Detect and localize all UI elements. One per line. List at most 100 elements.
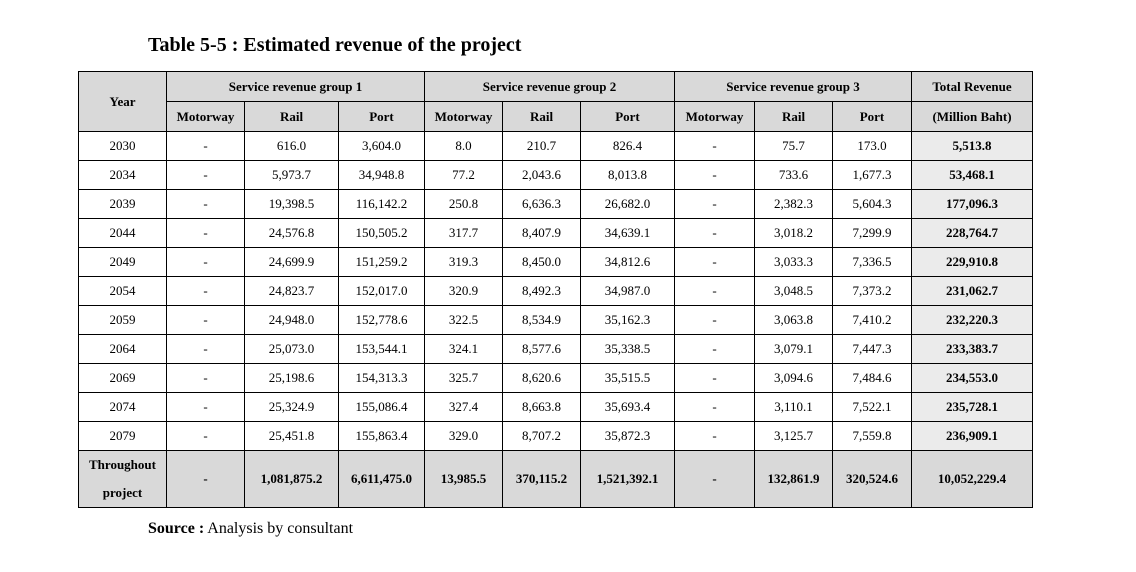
table-title: Table 5-5 : Estimated revenue of the pro… <box>148 34 522 56</box>
group1-header: Service revenue group 1 <box>166 71 425 102</box>
value-cell: - <box>674 392 755 422</box>
value-cell: 7,447.3 <box>832 334 912 364</box>
year-cell: 2039 <box>78 189 167 219</box>
total-cell: 236,909.1 <box>911 421 1033 451</box>
value-cell: 2,382.3 <box>754 189 833 219</box>
footer-cell: 13,985.5 <box>424 450 503 508</box>
value-cell: 319.3 <box>424 247 503 277</box>
value-cell: 34,987.0 <box>580 276 675 306</box>
value-cell: 7,299.9 <box>832 218 912 248</box>
year-cell: 2059 <box>78 305 167 335</box>
value-cell: 616.0 <box>244 131 339 161</box>
value-cell: 325.7 <box>424 363 503 393</box>
total-cell: 231,062.7 <box>911 276 1033 306</box>
footer-cell: - <box>674 450 755 508</box>
value-cell: 7,484.6 <box>832 363 912 393</box>
value-cell: 24,699.9 <box>244 247 339 277</box>
value-cell: 5,604.3 <box>832 189 912 219</box>
value-cell: 8,492.3 <box>502 276 581 306</box>
group1-rail-header: Rail <box>244 101 339 132</box>
group3-motorway-header: Motorway <box>674 101 755 132</box>
year-cell: 2079 <box>78 421 167 451</box>
table-row: 2059-24,948.0 152,778.6 322.5 8,534.9 35,162… <box>78 305 1033 335</box>
value-cell: 24,823.7 <box>244 276 339 306</box>
footer-cell: 1,521,392.1 <box>580 450 675 508</box>
value-cell: 324.1 <box>424 334 503 364</box>
footer-total-cell: 10,052,229.4 <box>911 450 1033 508</box>
table-row: 2034-5,973.7 34,948.8 77.2 2,043.6 8,013.8-7… <box>78 160 1033 190</box>
value-cell: 35,693.4 <box>580 392 675 422</box>
value-cell: 3,110.1 <box>754 392 833 422</box>
group3-port-header: Port <box>832 101 912 132</box>
value-cell: - <box>674 160 755 190</box>
value-cell: 6,636.3 <box>502 189 581 219</box>
year-cell: 2034 <box>78 160 167 190</box>
value-cell: 3,063.8 <box>754 305 833 335</box>
value-cell: 317.7 <box>424 218 503 248</box>
value-cell: 8,707.2 <box>502 421 581 451</box>
footer-cell: 370,115.2 <box>502 450 581 508</box>
value-cell: - <box>166 218 245 248</box>
value-cell: 26,682.0 <box>580 189 675 219</box>
value-cell: 3,018.2 <box>754 218 833 248</box>
value-cell: 250.8 <box>424 189 503 219</box>
group2-rail-header: Rail <box>502 101 581 132</box>
value-cell: 3,125.7 <box>754 421 833 451</box>
value-cell: 152,017.0 <box>338 276 425 306</box>
value-cell: 34,948.8 <box>338 160 425 190</box>
value-cell: 7,373.2 <box>832 276 912 306</box>
total-unit-header: (Million Baht) <box>911 101 1033 132</box>
value-cell: - <box>674 189 755 219</box>
value-cell: - <box>166 189 245 219</box>
footer-cell: 132,861.9 <box>754 450 833 508</box>
source-note: Source : Analysis by consultant <box>148 520 353 538</box>
value-cell: 3,079.1 <box>754 334 833 364</box>
value-cell: 3,094.6 <box>754 363 833 393</box>
value-cell: 329.0 <box>424 421 503 451</box>
value-cell: 322.5 <box>424 305 503 335</box>
value-cell: 7,522.1 <box>832 392 912 422</box>
year-cell: 2064 <box>78 334 167 364</box>
value-cell: 1,677.3 <box>832 160 912 190</box>
value-cell: - <box>674 305 755 335</box>
value-cell: 733.6 <box>754 160 833 190</box>
value-cell: - <box>166 276 245 306</box>
value-cell: 8,577.6 <box>502 334 581 364</box>
group2-port-header: Port <box>580 101 675 132</box>
footer-label-line1: Throughout <box>89 457 156 472</box>
value-cell: 34,812.6 <box>580 247 675 277</box>
value-cell: - <box>674 421 755 451</box>
footer-cell: 6,611,475.0 <box>338 450 425 508</box>
value-cell: 35,872.3 <box>580 421 675 451</box>
total-cell: 234,553.0 <box>911 363 1033 393</box>
value-cell: - <box>166 363 245 393</box>
value-cell: - <box>674 334 755 364</box>
value-cell: 3,048.5 <box>754 276 833 306</box>
value-cell: 34,639.1 <box>580 218 675 248</box>
value-cell: 116,142.2 <box>338 189 425 219</box>
value-cell: - <box>166 160 245 190</box>
value-cell: - <box>166 334 245 364</box>
value-cell: - <box>166 247 245 277</box>
table-row: 2054-24,823.7 152,017.0 320.9 8,492.3 34,987… <box>78 276 1033 306</box>
total-cell: 235,728.1 <box>911 392 1033 422</box>
group3-rail-header: Rail <box>754 101 833 132</box>
year-cell: 2069 <box>78 363 167 393</box>
value-cell: 7,559.8 <box>832 421 912 451</box>
total-cell: 228,764.7 <box>911 218 1033 248</box>
year-cell: 2074 <box>78 392 167 422</box>
footer-cell: 1,081,875.2 <box>244 450 339 508</box>
value-cell: 210.7 <box>502 131 581 161</box>
value-cell: 5,973.7 <box>244 160 339 190</box>
value-cell: - <box>166 421 245 451</box>
group3-header: Service revenue group 3 <box>674 71 912 102</box>
value-cell: 826.4 <box>580 131 675 161</box>
value-cell: - <box>674 131 755 161</box>
value-cell: 2,043.6 <box>502 160 581 190</box>
throughout-project-label: Throughout project <box>78 450 167 508</box>
table-row: 2069-25,198.6 154,313.3 325.7 8,620.6 35,515… <box>78 363 1033 393</box>
total-revenue-header: Total Revenue <box>911 71 1033 102</box>
value-cell: 151,259.2 <box>338 247 425 277</box>
value-cell: - <box>166 131 245 161</box>
value-cell: 173.0 <box>832 131 912 161</box>
